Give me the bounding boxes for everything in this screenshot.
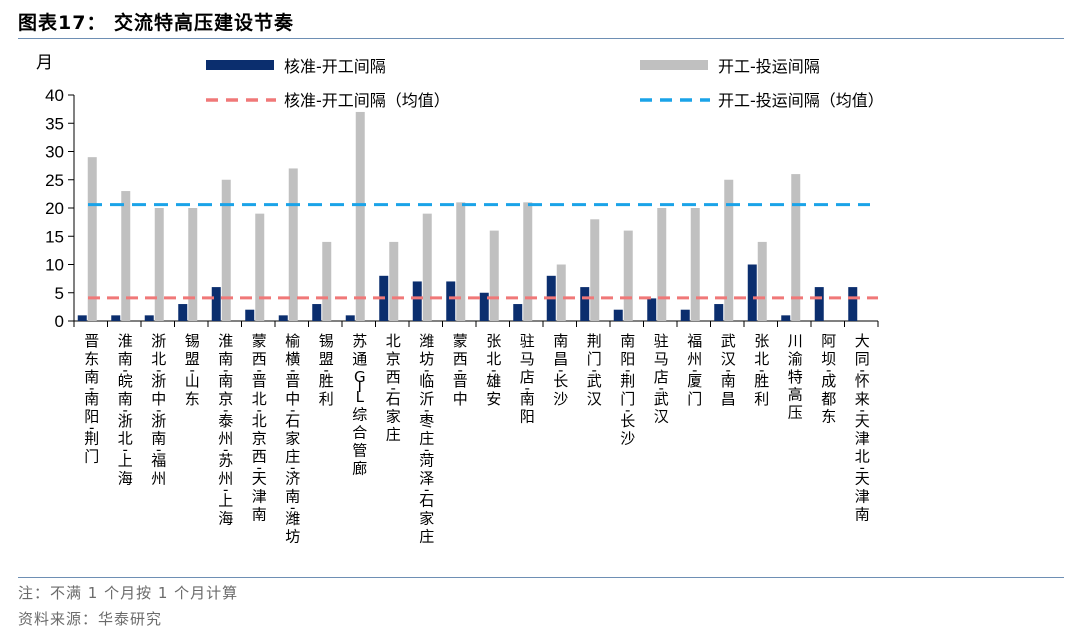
x-category-label: 阿坝-成都东 xyxy=(821,332,836,426)
x-category-label: 川渝特高压 xyxy=(788,332,803,422)
x-category-label: 晋东南-南阳-荆门 xyxy=(84,332,99,466)
legend-avg-start-to-operation-label: 开工-投运间隔（均值） xyxy=(718,91,884,110)
legend-start-to-operation-swatch xyxy=(640,60,708,70)
x-category-label: 蒙西-晋中 xyxy=(453,332,468,408)
x-category-label: 北京西-石家庄 xyxy=(386,332,401,444)
bar-start-to-operation xyxy=(657,208,667,321)
bar-start-to-operation xyxy=(724,179,734,321)
bar-approval-to-start xyxy=(580,287,590,321)
x-category-label: 苏通 G I L 综合管廊 xyxy=(352,332,367,477)
bar-start-to-operation xyxy=(322,241,332,321)
bar-start-to-operation xyxy=(422,213,432,321)
bar-start-to-operation xyxy=(87,157,97,321)
bar-start-to-operation xyxy=(188,208,198,321)
bar-approval-to-start xyxy=(814,287,824,321)
bar-approval-to-start xyxy=(144,315,154,321)
y-tick-label: 35 xyxy=(45,114,64,133)
bar-start-to-operation xyxy=(690,208,700,321)
title-divider xyxy=(18,38,1064,39)
bar-start-to-operation xyxy=(623,230,633,321)
x-category-label: 南昌-长沙 xyxy=(553,332,568,408)
x-category-label: 潍坊-临沂-枣庄-菏泽-石家庄 xyxy=(419,332,434,545)
bar-approval-to-start xyxy=(848,287,858,321)
bar-start-to-operation xyxy=(288,168,298,321)
footer-divider xyxy=(18,577,1064,578)
bar-start-to-operation xyxy=(355,111,365,321)
bar-approval-to-start xyxy=(245,309,255,321)
y-tick-label: 15 xyxy=(45,227,64,246)
bar-start-to-operation xyxy=(590,219,600,321)
bar-start-to-operation xyxy=(255,213,265,321)
footnote: 注：不满 1 个月按 1 个月计算 xyxy=(18,584,239,602)
x-category-label: 驻马店-武汉 xyxy=(654,332,669,426)
bar-approval-to-start xyxy=(479,292,489,321)
x-category-label: 南阳-荆门-长沙 xyxy=(620,332,635,448)
x-category-label: 浙北-浙中-浙南-福州 xyxy=(151,332,166,488)
bar-approval-to-start xyxy=(714,304,724,321)
bar-start-to-operation xyxy=(221,179,231,321)
bar-approval-to-start xyxy=(647,298,657,321)
source-note: 资料来源：华泰研究 xyxy=(18,610,163,628)
bar-start-to-operation xyxy=(154,208,164,321)
legend-avg-approval-to-start-label: 核准-开工间隔（均值） xyxy=(284,91,450,110)
bar-start-to-operation xyxy=(456,202,466,321)
bar-approval-to-start xyxy=(211,287,221,321)
bar-start-to-operation xyxy=(791,174,801,321)
y-axis-label: 月 xyxy=(36,53,53,73)
x-category-label: 淮南-皖南-浙北-上海 xyxy=(118,332,133,488)
legend-approval-to-start-swatch xyxy=(206,60,274,70)
legend-approval-to-start-label: 核准-开工间隔 xyxy=(284,57,386,76)
y-tick-label: 25 xyxy=(45,171,64,190)
bar-approval-to-start xyxy=(680,309,690,321)
y-tick-label: 30 xyxy=(45,143,64,162)
bar-approval-to-start xyxy=(747,264,757,321)
y-tick-label: 5 xyxy=(55,284,64,303)
x-category-label: 福州-厦门 xyxy=(687,332,702,408)
bar-approval-to-start xyxy=(446,281,456,321)
y-tick-label: 0 xyxy=(55,312,64,331)
x-category-label: 榆横-晋中-石家庄-济南-潍坊 xyxy=(285,332,300,545)
y-tick-label: 40 xyxy=(45,86,64,105)
bar-start-to-operation xyxy=(121,191,131,321)
bar-approval-to-start xyxy=(178,304,188,321)
x-category-label: 锡盟-胜利 xyxy=(319,332,334,408)
x-category-label: 淮南-南京-泰州-苏州-上海 xyxy=(218,332,233,528)
x-category-label: 锡盟-山东 xyxy=(185,332,200,408)
bar-approval-to-start xyxy=(513,304,523,321)
bar-approval-to-start xyxy=(613,309,623,321)
y-tick-label: 10 xyxy=(45,256,64,275)
bar-start-to-operation xyxy=(523,202,533,321)
bar-start-to-operation xyxy=(489,230,499,321)
x-category-label: 张北-胜利 xyxy=(754,332,769,408)
figure-title: 图表17： 交流特高压建设节奏 xyxy=(18,12,295,34)
bar-approval-to-start xyxy=(345,315,355,321)
x-category-label: 蒙西-晋北-北京西-天津南 xyxy=(252,332,267,523)
x-category-label: 大同-怀来-天津北-天津南 xyxy=(855,332,870,523)
bar-start-to-operation xyxy=(556,264,566,321)
bar-start-to-operation xyxy=(389,241,399,321)
bar-approval-to-start xyxy=(412,281,422,321)
bar-approval-to-start xyxy=(278,315,288,321)
bar-approval-to-start xyxy=(781,315,791,321)
x-category-label: 武汉-南昌 xyxy=(721,332,736,408)
bar-approval-to-start xyxy=(312,304,322,321)
bar-approval-to-start xyxy=(77,315,87,321)
x-category-label: 张北-雄安 xyxy=(486,332,501,408)
bar-approval-to-start xyxy=(111,315,121,321)
x-category-label: 荆门-武汉 xyxy=(587,332,602,408)
y-tick-label: 20 xyxy=(45,199,64,218)
legend-start-to-operation-label: 开工-投运间隔 xyxy=(718,57,820,76)
bar-start-to-operation xyxy=(757,241,767,321)
x-category-label: 驻马店-南阳 xyxy=(520,332,535,426)
